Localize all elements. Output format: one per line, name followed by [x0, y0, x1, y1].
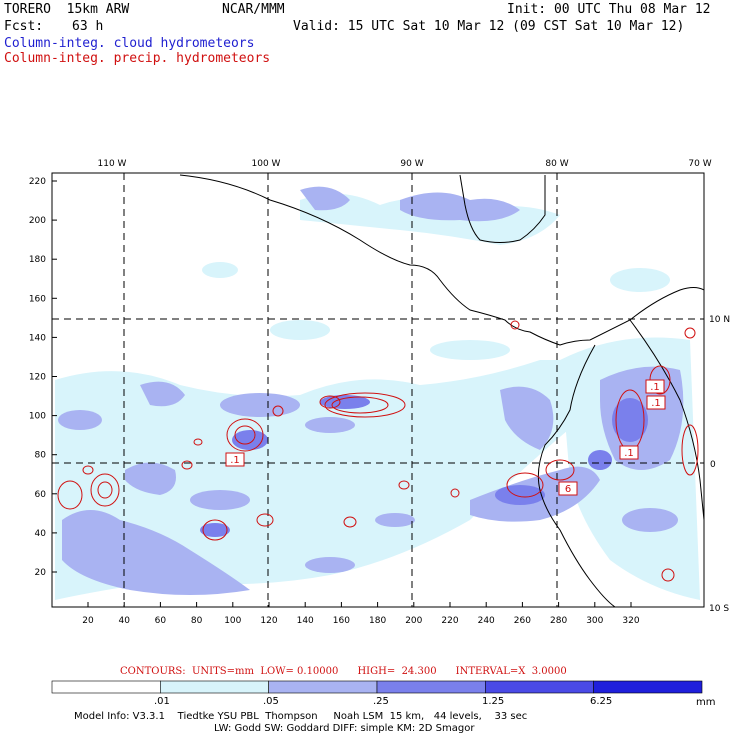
- init-time: Init: 00 UTC Thu 08 Mar 12: [507, 2, 711, 17]
- valid-time: Valid: 15 UTC Sat 10 Mar 12 (09 CST Sat …: [293, 19, 685, 34]
- x-tick-label: 280: [550, 616, 567, 626]
- contour-label: 6: [565, 484, 571, 495]
- lon-label-100w: 100 W: [252, 159, 281, 169]
- field-precip-title: Column-integ. precip. hydrometeors: [4, 51, 271, 66]
- contour-label: .1: [650, 382, 660, 393]
- forecast-label: Fcst:: [4, 19, 44, 34]
- model-title: TORERO 15km ARW: [4, 2, 130, 17]
- colorbar-swatch: [593, 680, 703, 694]
- lon-label-80w: 80 W: [545, 159, 568, 169]
- model-info-line1: Model Info: V3.3.1 Tiedtke YSU PBL Thomp…: [74, 711, 528, 722]
- colorbar-level: .25: [373, 696, 389, 707]
- y-tick-label: 100: [29, 412, 46, 422]
- x-tick-label: 320: [622, 616, 639, 626]
- y-axis: 220 200 180 160 140 120 100 80 60 40 20: [29, 177, 57, 578]
- lon-label-110w: 110 W: [98, 159, 127, 169]
- colorbar-swatch: [376, 680, 486, 694]
- x-tick-label: 100: [224, 616, 241, 626]
- y-tick-label: 200: [29, 216, 46, 226]
- colorbar: [51, 680, 703, 694]
- y-tick-label: 20: [35, 568, 47, 578]
- field-cloud-title: Column-integ. cloud hydrometeors: [4, 36, 255, 51]
- colorbar-swatch: [51, 680, 161, 694]
- x-tick-label: 200: [405, 616, 422, 626]
- colorbar-swatch: [268, 680, 378, 694]
- x-tick-label: 240: [478, 616, 495, 626]
- y-tick-label: 80: [35, 451, 47, 461]
- graticule: [52, 173, 704, 607]
- y-tick-label: 160: [29, 294, 46, 304]
- x-tick-label: 160: [333, 616, 350, 626]
- x-tick-label: 80: [191, 616, 203, 626]
- contour-label-boxes: .1 .1 .1 6 .1: [225, 379, 666, 496]
- y-tick-label: 40: [35, 529, 47, 539]
- x-tick-label: 180: [369, 616, 386, 626]
- organization-label: NCAR/MMM: [222, 2, 285, 17]
- colorbar-level: .01: [154, 696, 170, 707]
- y-tick-label: 180: [29, 255, 46, 265]
- x-tick-label: 120: [260, 616, 277, 626]
- lon-label-70w: 70 W: [688, 159, 711, 169]
- contour-label: .1: [651, 398, 661, 409]
- colorbar-unit: mm: [696, 697, 716, 708]
- contour-info: CONTOURS: UNITS=mm LOW= 0.10000 HIGH= 24…: [120, 666, 567, 677]
- lon-label-90w: 90 W: [400, 159, 423, 169]
- map-field-layer: [55, 186, 700, 600]
- y-tick-label: 60: [35, 490, 47, 500]
- y-tick-label: 120: [29, 373, 46, 383]
- x-tick-label: 60: [155, 616, 167, 626]
- lat-label-0: 0: [710, 460, 716, 470]
- x-axis: 20 40 60 80 100 120 140 160 180 200 220 240 260 280 30…: [82, 602, 640, 626]
- colorbar-level: 6.25: [590, 696, 613, 707]
- x-tick-label: 260: [514, 616, 531, 626]
- lat-label-10s: 10 S: [709, 604, 729, 614]
- colorbar-swatch: [160, 680, 269, 694]
- contour-label: .1: [230, 455, 240, 466]
- colorbar-level: .05: [263, 696, 279, 707]
- y-tick-label: 220: [29, 177, 46, 187]
- y-tick-label: 140: [29, 333, 46, 343]
- model-info-line2: LW: Godd SW: Goddard DIFF: simple KM: 2D…: [214, 723, 475, 734]
- x-tick-label: 300: [586, 616, 603, 626]
- forecast-hour: 63 h: [72, 19, 104, 34]
- lat-label-10n: 10 N: [709, 315, 730, 325]
- contour-label: .1: [624, 448, 634, 459]
- colorbar-level: 1.25: [482, 696, 505, 707]
- x-tick-label: 140: [297, 616, 314, 626]
- x-tick-label: 220: [441, 616, 458, 626]
- x-tick-label: 20: [82, 616, 94, 626]
- x-tick-label: 40: [118, 616, 130, 626]
- colorbar-swatch: [485, 680, 594, 694]
